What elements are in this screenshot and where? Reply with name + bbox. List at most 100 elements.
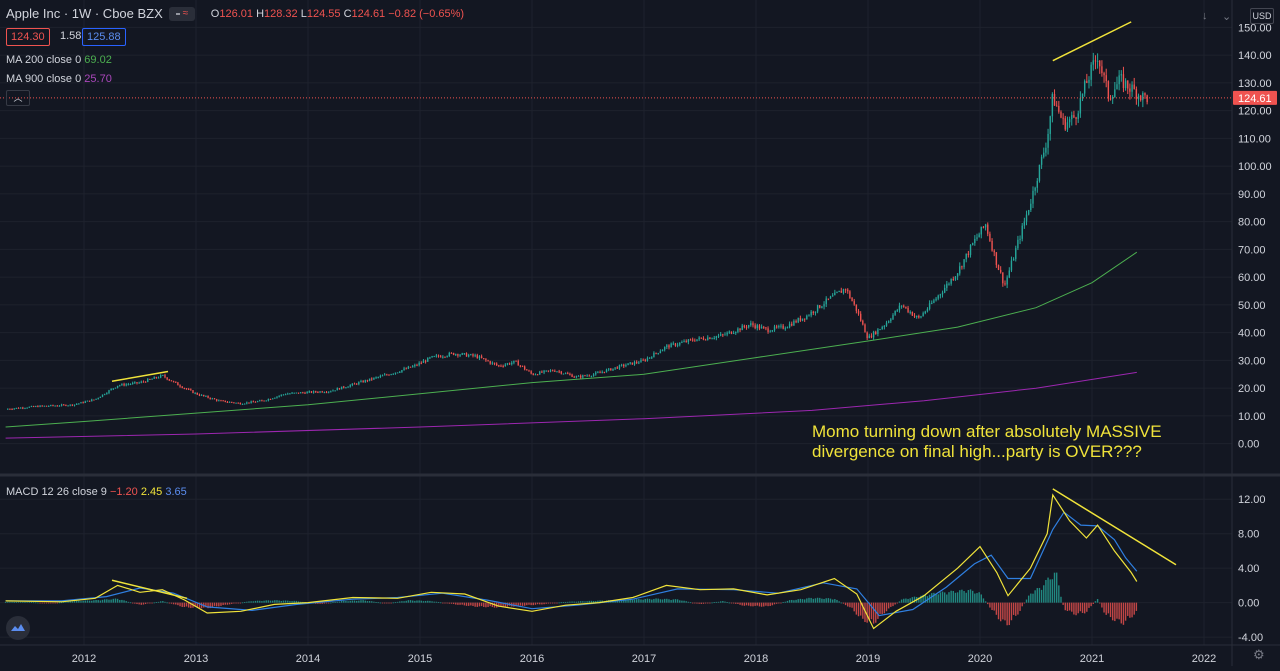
candle-body (900, 305, 903, 307)
candle-body (775, 326, 778, 328)
macd-legend[interactable]: MACD 12 26 close 9 −1.20 2.45 3.65 (6, 486, 187, 498)
macd-histogram-bar (961, 589, 963, 603)
currency-button[interactable]: USD (1250, 8, 1274, 24)
candle-body (377, 376, 379, 378)
candle-body (816, 305, 819, 312)
candle-body (588, 375, 590, 377)
macd-histogram-bar (713, 602, 715, 603)
macd-histogram-bar (931, 593, 933, 603)
candle-body (950, 278, 952, 284)
candle-body (295, 392, 298, 394)
candle-body (207, 395, 209, 398)
candle-body (724, 334, 726, 336)
sell-price[interactable]: 124.30 (6, 28, 50, 46)
candle-body (879, 329, 881, 331)
macd-histogram-bar (547, 602, 550, 604)
chevron-down-icon[interactable]: ⌄ (1222, 11, 1232, 23)
collapse-legend-button[interactable]: ︿ (6, 90, 30, 106)
macd-histogram-bar (371, 601, 373, 603)
macd-histogram-bar (870, 602, 873, 620)
macd-histogram-bar (765, 602, 767, 606)
candle-body (271, 398, 274, 400)
gear-icon[interactable]: ⚙ (1253, 647, 1265, 662)
candle-body (164, 375, 166, 378)
candle-body (599, 372, 601, 374)
macd-histogram-bar (67, 601, 69, 603)
visibility-toggle[interactable]: ≈ (168, 6, 195, 21)
symbol-title[interactable]: Apple Inc · 1W · Cboe BZX (6, 6, 163, 21)
candle-body (226, 401, 229, 403)
ma900-legend[interactable]: MA 900 close 0 25.70 (6, 73, 112, 85)
candle-body (289, 393, 291, 395)
candle-body (778, 326, 780, 328)
macd-histogram-bar (297, 601, 300, 603)
candle-body (791, 323, 793, 326)
candle-body (799, 318, 802, 321)
macd-histogram-bar (851, 602, 853, 608)
candle-body (403, 368, 405, 371)
macd-histogram-bar (15, 601, 18, 603)
macd-histogram-bar (45, 602, 48, 604)
macd-histogram-bar (769, 602, 771, 606)
candle-body (187, 389, 190, 391)
candle-body (446, 356, 448, 358)
candle-body (293, 392, 295, 394)
candle-body (577, 375, 580, 377)
macd-histogram-bar (836, 599, 838, 603)
candle-body (801, 318, 804, 321)
candle-body (1081, 93, 1084, 98)
annotation-text[interactable]: Momo turning down after absolutely MASSI… (812, 422, 1162, 461)
scroll-down-icon[interactable]: ↓ (1202, 10, 1208, 22)
candle-body (1146, 95, 1148, 103)
macd-histogram-bar (571, 601, 573, 603)
macd-histogram-bar (411, 600, 414, 603)
macd-histogram-bar (446, 602, 448, 604)
macd-histogram-bar (172, 602, 175, 605)
macd-histogram-bar (646, 598, 649, 603)
candle-body (1058, 105, 1060, 112)
macd-y-tick-label: 12.00 (1238, 494, 1266, 506)
candle-body (1116, 84, 1118, 90)
candle-body (455, 354, 457, 356)
macd-histogram-bar (1079, 602, 1082, 612)
x-tick-label: 2014 (296, 653, 320, 665)
candle-body (327, 391, 330, 393)
macd-histogram-bar (289, 601, 291, 603)
macd-histogram-bar (1068, 602, 1071, 611)
macd-histogram-bar (754, 602, 756, 606)
candle-body (825, 298, 827, 305)
macd-histogram-bar (859, 602, 862, 616)
candle-body (881, 327, 883, 330)
candle-body (999, 269, 1002, 273)
candle-body (1060, 111, 1062, 118)
candle-body (887, 321, 890, 323)
macd-histogram-bar (803, 599, 806, 603)
macd-histogram-bar (825, 598, 827, 603)
macd-histogram-bar (1075, 602, 1077, 616)
tradingview-logo[interactable] (6, 616, 30, 640)
macd-histogram-bar (745, 602, 748, 606)
buy-price[interactable]: 125.88 (82, 28, 126, 46)
macd-histogram-bar (974, 593, 976, 603)
macd-histogram-bar (205, 602, 207, 608)
candle-body (517, 360, 519, 366)
macd-histogram-bar (1099, 602, 1101, 604)
macd-histogram-bar (95, 599, 97, 603)
macd-histogram-bar (416, 600, 418, 603)
macd-trendline (1052, 488, 1177, 566)
ma200-legend[interactable]: MA 200 close 0 69.02 (6, 54, 112, 66)
candle-body (250, 401, 252, 403)
macd-histogram-bar (4, 602, 7, 603)
candle-body (666, 345, 668, 347)
candle-body (429, 357, 431, 359)
candle-body (547, 370, 550, 372)
candle-body (1066, 122, 1069, 130)
macd-histogram-bar (752, 602, 754, 607)
macd-histogram-bar (390, 602, 392, 604)
macd-histogram-bar (149, 602, 151, 604)
macd-histogram-bar (879, 602, 881, 614)
y-tick-label: 70.00 (1238, 244, 1266, 256)
candle-body (243, 403, 246, 405)
